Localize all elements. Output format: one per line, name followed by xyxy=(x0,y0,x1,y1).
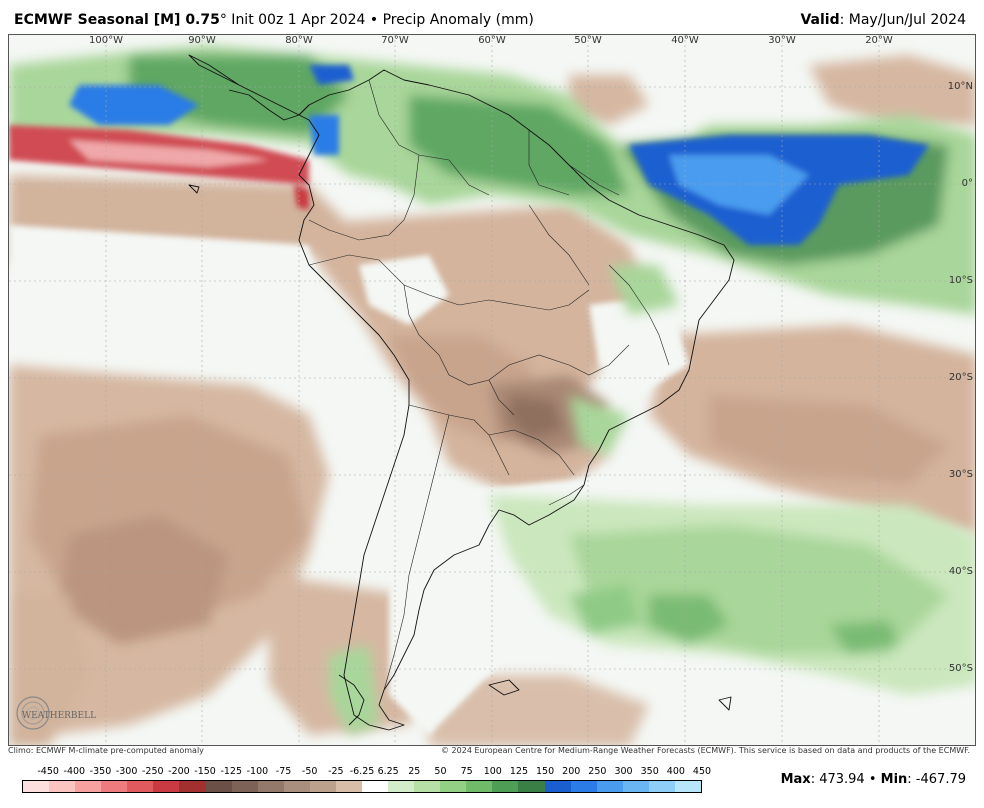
colorbar-tick-label: 300 xyxy=(614,766,633,777)
colorbar-tick-label: 125 xyxy=(509,766,528,777)
header: ECMWF Seasonal [M] 0.75° Init 00z 1 Apr … xyxy=(0,0,984,34)
colorbar-tick-label: -25 xyxy=(328,766,344,777)
lon-label: 70°W xyxy=(381,35,409,46)
logo-text: WEATHERBELL xyxy=(22,711,96,721)
colorbar-tick-label: 75 xyxy=(460,766,473,777)
colorbar-swatch xyxy=(49,781,76,792)
colorbar-tick-label: 250 xyxy=(588,766,607,777)
lon-label: 30°W xyxy=(768,35,796,46)
lon-label: 60°W xyxy=(478,35,506,46)
lon-label: 90°W xyxy=(188,35,216,46)
lon-label: 100°W xyxy=(89,35,123,46)
colorbar-swatch xyxy=(75,781,102,792)
max-min-stats: Max: 473.94 • Min: -467.79 xyxy=(781,772,966,787)
lat-label: 0° xyxy=(961,178,973,189)
colorbar-tick-label: 25 xyxy=(408,766,421,777)
colorbar-swatch xyxy=(648,781,675,792)
colorbar-swatch xyxy=(596,781,623,792)
colorbar-swatch xyxy=(127,781,154,792)
weatherbell-logo: WEATHERBELL xyxy=(16,696,96,730)
degree-symbol: ° xyxy=(219,12,227,28)
model-name: ECMWF Seasonal [M] 0.75 xyxy=(14,12,220,28)
colorbar-swatch xyxy=(257,781,284,792)
colorbar-swatch xyxy=(440,781,467,792)
stats-separator: • xyxy=(864,772,881,787)
precip-anomaly-map: 100°W 90°W 80°W 70°W 60°W 50°W 40°W 30°W 20°W 10… xyxy=(8,34,976,746)
colorbar-tick-label: 400 xyxy=(666,766,685,777)
colorbar-swatch xyxy=(231,781,258,792)
south-america-coastline xyxy=(188,54,735,731)
colorbar-tick-label: -6.25 xyxy=(349,766,375,777)
colorbar-swatch xyxy=(205,781,232,792)
colorbar-tick-label: -350 xyxy=(89,766,112,777)
lon-label: 80°W xyxy=(285,35,313,46)
strong-wet-fields xyxy=(69,65,929,245)
colorbar-swatch xyxy=(570,781,597,792)
colorbar-tick-label: -250 xyxy=(141,766,164,777)
colorbar-swatch xyxy=(622,781,649,792)
lat-label: 40°S xyxy=(948,566,973,577)
colorbar-tick-label: -400 xyxy=(63,766,86,777)
colorbar-tick-label: 50 xyxy=(434,766,447,777)
strong-dry-stripe xyxy=(9,125,309,210)
colorbar-swatch xyxy=(466,781,493,792)
map-canvas xyxy=(9,35,975,745)
colorbar-tick-label: 450 xyxy=(692,766,712,777)
lat-label: 10°S xyxy=(948,275,973,286)
colorbar-swatch xyxy=(492,781,519,792)
colorbar-tick-label: 200 xyxy=(562,766,581,777)
lon-label: 20°W xyxy=(865,35,893,46)
colorbar-tick-label: -100 xyxy=(246,766,269,777)
colorbar-tick-label: 100 xyxy=(483,766,502,777)
copyright-note: © 2024 European Centre for Medium-Range … xyxy=(441,746,970,755)
lon-label: 40°W xyxy=(671,35,699,46)
colorbar-swatch xyxy=(362,781,389,792)
graticule xyxy=(9,35,975,745)
valid-period: Valid: May/Jun/Jul 2024 xyxy=(800,12,966,28)
colorbar-swatch xyxy=(101,781,128,792)
colorbar-tick-label: -200 xyxy=(168,766,190,777)
colorbar-swatch xyxy=(518,781,545,792)
valid-value: : May/Jun/Jul 2024 xyxy=(839,12,966,28)
colorbar-swatch xyxy=(335,781,363,792)
lat-label: 10°N xyxy=(947,81,973,92)
colorbar-tick-label: -125 xyxy=(220,766,242,777)
colorbar-swatch xyxy=(153,781,180,792)
colorbar-swatch xyxy=(544,781,571,792)
max-value: : 473.94 xyxy=(810,772,865,787)
country-borders xyxy=(308,79,670,691)
colorbar-tick-label: -75 xyxy=(275,766,292,777)
colorbar-tick-label: -150 xyxy=(194,766,216,777)
valid-label: Valid xyxy=(800,12,840,28)
lat-label: 20°S xyxy=(948,372,973,383)
colorbar-swatch xyxy=(674,781,702,792)
map-title: ECMWF Seasonal [M] 0.75° Init 00z 1 Apr … xyxy=(14,12,534,28)
colorbar-swatch xyxy=(414,781,441,792)
colorbar-swatch xyxy=(309,781,336,792)
colorbar-tick-label: -300 xyxy=(115,766,138,777)
lat-label: 50°S xyxy=(948,663,973,674)
colorbar-tick-label: 6.25 xyxy=(377,766,399,777)
colorbar-legend xyxy=(22,780,702,793)
colorbar-tick-label: -50 xyxy=(301,766,318,777)
min-label: Min xyxy=(880,772,908,787)
colorbar-swatch xyxy=(388,781,415,792)
colorbar-swatch xyxy=(179,781,206,792)
colorbar-swatch xyxy=(283,781,310,792)
colorbar-tick-label: 350 xyxy=(640,766,659,777)
lon-label: 50°W xyxy=(574,35,602,46)
colorbar-labels: -450 -400 -350 -300 -250 -200 -150 -125 -100 -75-… xyxy=(22,766,711,778)
max-label: Max xyxy=(780,772,811,787)
min-value: : -467.79 xyxy=(907,772,966,787)
climo-note: Climo: ECMWF M-climate pre-computed anom… xyxy=(8,746,204,755)
colorbar-tick-label: 150 xyxy=(535,766,555,777)
lat-label: 30°S xyxy=(948,469,973,480)
init-info: Init 00z 1 Apr 2024 • Precip Anomaly (mm… xyxy=(226,12,534,28)
colorbar-tick-label: -450 xyxy=(37,766,59,777)
colorbar-swatch xyxy=(23,781,50,792)
